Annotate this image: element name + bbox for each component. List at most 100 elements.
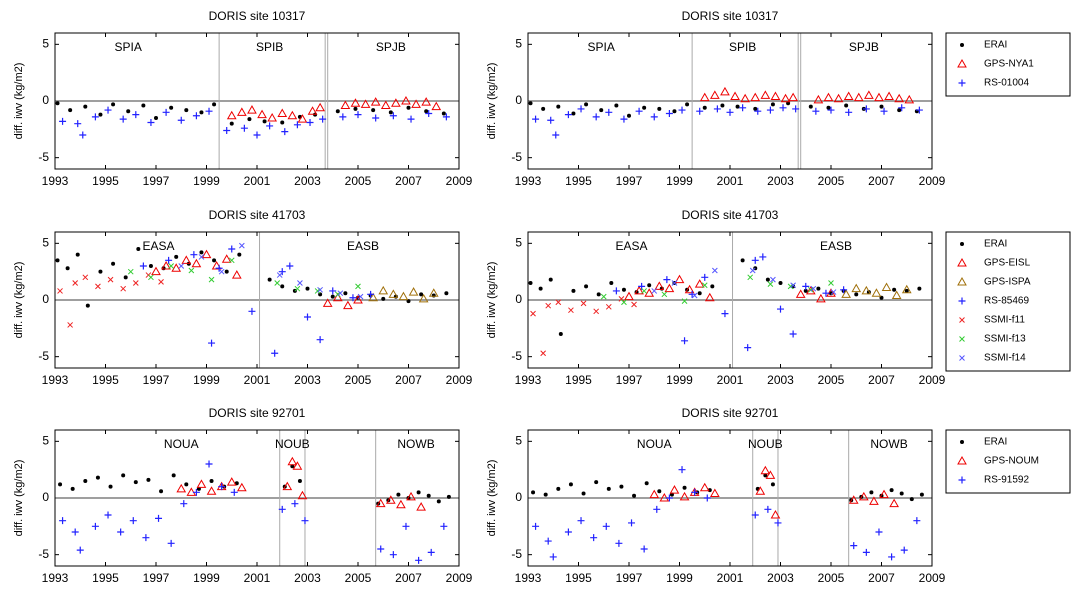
legend-marker xyxy=(957,257,967,267)
segment-label: NOUA xyxy=(164,437,199,451)
point xyxy=(767,281,774,287)
point xyxy=(665,109,673,117)
point xyxy=(749,267,756,274)
y-tick-label: 0 xyxy=(515,93,522,107)
point xyxy=(753,106,758,111)
point xyxy=(71,528,79,536)
point xyxy=(301,517,309,525)
point xyxy=(682,485,687,490)
point xyxy=(657,106,662,111)
point xyxy=(337,290,344,297)
x-tick-label: 1999 xyxy=(666,571,693,585)
point xyxy=(120,285,127,292)
point xyxy=(894,93,905,103)
point xyxy=(196,479,207,488)
chart-title: DORIS site 41703 xyxy=(682,208,779,222)
point xyxy=(229,121,234,126)
y-tick-label: -5 xyxy=(38,349,49,363)
point xyxy=(280,120,285,125)
point xyxy=(431,101,442,111)
legend-label: ERAI xyxy=(984,239,1007,250)
point xyxy=(396,492,401,497)
point xyxy=(240,124,248,132)
point xyxy=(854,292,859,297)
point xyxy=(766,106,774,114)
legend-label: SSMI-f13 xyxy=(984,334,1026,345)
point xyxy=(880,107,888,115)
point xyxy=(778,281,783,285)
point xyxy=(581,491,586,496)
legend-label: RS-91592 xyxy=(984,475,1029,486)
point xyxy=(891,290,902,299)
segment-label: SPJB xyxy=(849,40,879,54)
y-tick-label: -5 xyxy=(511,547,522,561)
point xyxy=(669,485,680,494)
chart-title: DORIS site 10317 xyxy=(682,9,779,23)
point xyxy=(740,93,751,103)
point xyxy=(823,92,834,102)
point xyxy=(759,253,767,261)
y-tick-label: 5 xyxy=(515,434,522,448)
point xyxy=(735,104,740,109)
point xyxy=(126,109,131,114)
point xyxy=(257,109,267,119)
x-tick-label: 1995 xyxy=(92,174,119,188)
legend-marker xyxy=(958,476,966,484)
point xyxy=(262,119,267,124)
point xyxy=(577,517,585,525)
point xyxy=(158,279,164,285)
legend-box xyxy=(945,32,1071,97)
point xyxy=(55,258,60,263)
point xyxy=(600,293,607,300)
point xyxy=(91,113,99,121)
y-tick-label: 0 xyxy=(42,490,49,504)
point xyxy=(415,556,423,564)
point xyxy=(293,121,301,129)
legend-label: RS-85469 xyxy=(984,296,1029,307)
point xyxy=(840,286,848,294)
x-tick-label: 1997 xyxy=(143,373,170,387)
point xyxy=(181,255,192,264)
point xyxy=(568,482,573,487)
point xyxy=(162,108,170,116)
point xyxy=(720,103,725,108)
segment-label: EASB xyxy=(347,239,379,253)
point xyxy=(59,117,67,125)
x-tick-label: 1993 xyxy=(42,174,69,188)
point xyxy=(292,461,303,470)
point xyxy=(858,491,869,501)
point xyxy=(228,245,236,253)
point xyxy=(224,269,229,274)
point xyxy=(826,105,831,110)
point xyxy=(133,480,138,485)
point xyxy=(843,91,854,100)
point xyxy=(355,283,361,290)
legend-label: ERAI xyxy=(984,437,1007,448)
point xyxy=(691,292,698,299)
x-tick-label: 2003 xyxy=(767,571,794,585)
point xyxy=(381,296,386,301)
point xyxy=(664,283,675,293)
point xyxy=(304,313,311,321)
point xyxy=(881,282,892,292)
point xyxy=(558,332,563,336)
point xyxy=(654,281,665,290)
x-tick-label: 1993 xyxy=(515,571,542,585)
point xyxy=(765,470,776,479)
point xyxy=(657,489,662,494)
point xyxy=(721,310,729,318)
point xyxy=(901,284,912,294)
x-tick-label: 2003 xyxy=(767,373,794,387)
point xyxy=(580,300,587,307)
legend-marker xyxy=(960,242,964,246)
point xyxy=(755,486,766,495)
point xyxy=(212,102,217,107)
point xyxy=(634,285,644,295)
point xyxy=(436,499,441,504)
point xyxy=(780,93,791,103)
plot-frame xyxy=(54,32,460,170)
point xyxy=(305,286,310,291)
x-tick-label: 1999 xyxy=(666,373,693,387)
point xyxy=(307,106,318,115)
plot-frame xyxy=(527,429,933,567)
